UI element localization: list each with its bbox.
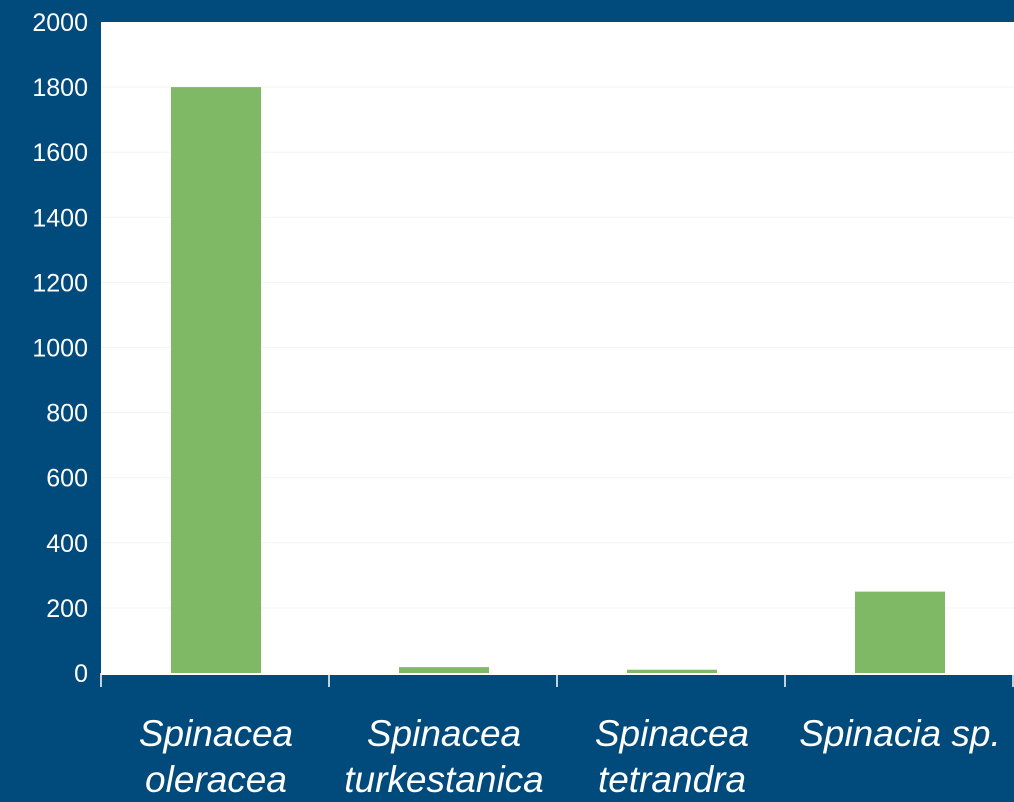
x-tick-label-line: turkestanica: [344, 759, 544, 800]
y-tick-label: 0: [74, 660, 88, 688]
bar: [171, 87, 261, 674]
x-tick-label-line: Spinacea: [139, 713, 293, 754]
x-tick-label-line: Spinacea: [595, 713, 749, 754]
x-tick-label: Spinacea turkestanica: [344, 713, 544, 800]
y-tick-label: 200: [46, 595, 88, 623]
y-tick-label: 1200: [32, 269, 88, 297]
bar: [855, 591, 945, 673]
x-tick-label-line: Spinacea: [367, 713, 521, 754]
bar: [627, 669, 717, 673]
y-tick-label: 1000: [32, 335, 88, 363]
x-axis: [100, 673, 1014, 687]
x-tick-label: Spinacea oleracea: [139, 713, 293, 800]
x-tick-label: Spinacea tetrandra: [595, 713, 749, 800]
y-tick-label: 1800: [32, 74, 88, 102]
y-tick-label: 1600: [32, 139, 88, 167]
bars: [171, 87, 945, 674]
bar: [399, 667, 489, 673]
y-tick-label: 2000: [32, 9, 88, 37]
y-axis-tick-labels: 0 200 400 600 800 1000 1200 1400 1600 1800 2000: [32, 9, 88, 688]
y-tick-label: 1400: [32, 204, 88, 232]
y-tick-label: 400: [46, 530, 88, 558]
x-tick-label: Spinacia sp.: [799, 713, 1001, 754]
x-tick-label-line: tetrandra: [598, 759, 746, 800]
y-tick-label: 800: [46, 400, 88, 428]
x-tick-label-line: oleracea: [145, 759, 287, 800]
x-tick-label-line: Spinacia sp.: [799, 713, 1001, 754]
y-tick-label: 600: [46, 465, 88, 493]
